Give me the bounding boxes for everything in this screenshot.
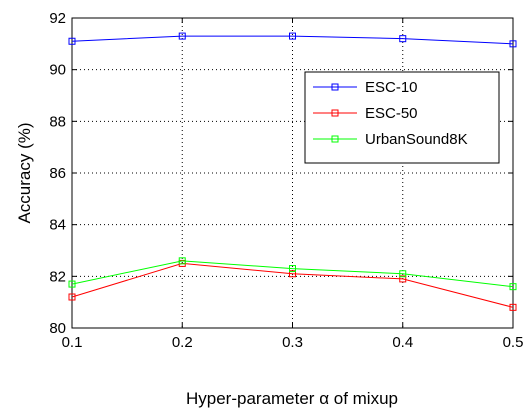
series-layer [68,32,517,311]
series-urbansound8k [68,257,517,291]
x-axis-title: Hyper-parameter α of mixup [186,389,398,408]
legend: ESC-10 ESC-50 UrbanSound8K [304,71,500,164]
y-axis-title: Accuracy (%) [15,122,34,223]
data-point-urbansound8k [289,265,296,273]
data-point-esc-10 [509,40,517,48]
data-point-esc-10 [178,32,186,40]
legend-marker [331,135,339,143]
data-point-esc-10 [289,32,296,40]
y-tick-label: 84 [49,217,66,234]
series-line-esc-10 [71,35,514,45]
legend-item-esc-50: ESC-50 [313,105,418,122]
y-tick-label: 90 [49,62,66,79]
legend-label: ESC-10 [365,79,418,96]
y-tick-label: 88 [49,113,66,130]
legend-marker [331,109,339,117]
data-point-esc-50 [68,293,76,301]
series-line-esc-50 [71,262,514,308]
axis-ticks: 0.1 0.2 0.3 0.4 0.5 80 82 84 86 88 90 92 [49,10,523,351]
legend-marker [331,83,339,91]
data-point-esc-50 [509,303,517,311]
data-point-esc-10 [399,35,407,43]
y-tick-label: 92 [49,10,66,27]
x-tick-label: 0.5 [503,334,524,351]
x-tick-label: 0.3 [282,334,303,351]
x-tick-label: 0.2 [172,334,193,351]
x-tick-label: 0.1 [62,334,83,351]
y-tick-label: 82 [49,268,66,285]
legend-item-urbansound8k: UrbanSound8K [313,131,468,148]
legend-item-esc-10: ESC-10 [313,79,418,96]
data-point-esc-50 [289,270,296,278]
series-esc-10 [68,32,517,48]
y-tick-label: 86 [49,165,66,182]
y-tick-label: 80 [49,320,66,337]
legend-label: ESC-50 [365,105,418,122]
x-tick-label: 0.4 [392,334,413,351]
data-point-esc-10 [68,37,76,45]
data-point-urbansound8k [509,283,517,291]
legend-label: UrbanSound8K [365,131,468,148]
data-point-urbansound8k [178,257,186,265]
data-point-esc-50 [399,275,407,283]
series-line-urbansound8k [71,260,514,288]
data-point-urbansound8k [68,280,76,288]
data-point-urbansound8k [399,270,407,278]
